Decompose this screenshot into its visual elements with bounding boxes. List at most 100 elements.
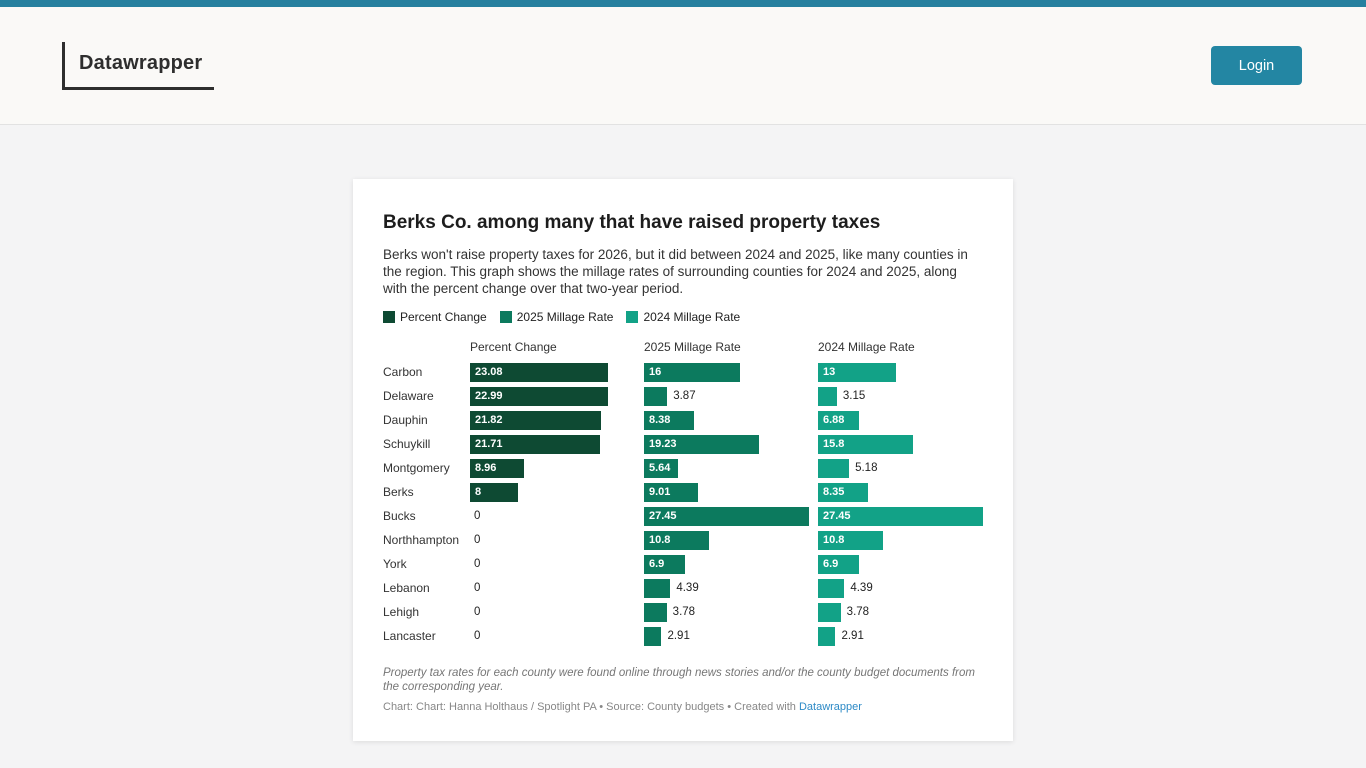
bar-cell: 5.64 bbox=[644, 458, 818, 478]
bar-cell: 6.9 bbox=[818, 554, 983, 574]
bar-cell: 6.88 bbox=[818, 410, 983, 430]
bar: 8.38 bbox=[644, 410, 695, 430]
bar: 21.82 bbox=[470, 410, 601, 430]
bar-cell: 22.99 bbox=[470, 386, 644, 406]
site-header: Datawrapper Login bbox=[0, 7, 1366, 125]
bar-value-label: 2.91 bbox=[841, 630, 864, 642]
bar-value-label: 8.96 bbox=[475, 462, 497, 474]
bar-cell: 3.78 bbox=[644, 602, 818, 622]
bar-cell: 3.78 bbox=[818, 602, 983, 622]
chart-card: Berks Co. among many that have raised pr… bbox=[353, 179, 1013, 741]
bar-value-label: 19.23 bbox=[649, 438, 677, 450]
chart-row: Schuykill 21.71 19.23 15.8 bbox=[383, 432, 983, 456]
bar: 21.71 bbox=[470, 434, 601, 454]
bar-cell: 13 bbox=[818, 362, 983, 382]
chart-row: Dauphin 21.82 8.38 6.88 bbox=[383, 408, 983, 432]
bar: 23.08 bbox=[470, 362, 609, 382]
bar-chart: Percent Change 2025 Millage Rate 2024 Mill… bbox=[383, 336, 983, 648]
bar bbox=[818, 626, 836, 646]
bar-value-label: 3.78 bbox=[846, 606, 870, 618]
bar-value-label: 8 bbox=[475, 486, 482, 498]
bar-cell: 5.18 bbox=[818, 458, 983, 478]
bar-value-label: 0 bbox=[474, 534, 481, 546]
legend-item: 2025 Millage Rate bbox=[499, 310, 613, 324]
chart-row: Bucks 0 27.45 27.45 bbox=[383, 504, 983, 528]
county-label: Dauphin bbox=[383, 413, 428, 427]
legend-label: Percent Change bbox=[400, 310, 487, 324]
bar-cell: 0 bbox=[470, 627, 644, 646]
bar-value-label: 6.9 bbox=[649, 558, 665, 570]
bar bbox=[818, 602, 841, 622]
bar-value-label: 10.8 bbox=[823, 534, 845, 546]
county-label: Montgomery bbox=[383, 461, 450, 475]
county-label: Lebanon bbox=[383, 581, 430, 595]
bar-value-label: 6.9 bbox=[823, 558, 839, 570]
bar bbox=[644, 626, 662, 646]
page-body: Berks Co. among many that have raised pr… bbox=[0, 125, 1366, 741]
bar-cell: 19.23 bbox=[644, 434, 818, 454]
county-label: Berks bbox=[383, 485, 414, 499]
bar-cell: 4.39 bbox=[818, 578, 983, 598]
bar-cell: 0 bbox=[470, 507, 644, 526]
chart-attribution: Chart: Chart: Hanna Holthaus / Spotlight… bbox=[383, 701, 983, 713]
chart-footnote: Property tax rates for each county were … bbox=[383, 667, 975, 693]
chart-row: Montgomery 8.96 5.64 5.18 bbox=[383, 456, 983, 480]
bar-value-label: 10.8 bbox=[649, 534, 671, 546]
bar-cell: 21.82 bbox=[470, 410, 644, 430]
bar bbox=[644, 578, 671, 598]
county-label: Delaware bbox=[383, 389, 434, 403]
bar: 27.45 bbox=[818, 506, 983, 526]
bar-cell: 16 bbox=[644, 362, 818, 382]
county-label: York bbox=[383, 557, 407, 571]
bar: 8.96 bbox=[470, 458, 524, 478]
bar-cell: 0 bbox=[470, 579, 644, 598]
bar-cell: 8.35 bbox=[818, 482, 983, 502]
bar-cell: 8.96 bbox=[470, 458, 644, 478]
bar-value-label: 4.39 bbox=[850, 582, 873, 594]
attribution-text: Chart: Chart: Hanna Holthaus / Spotlight… bbox=[383, 701, 799, 713]
bar: 6.88 bbox=[818, 410, 860, 430]
bar-value-label: 3.15 bbox=[842, 390, 866, 402]
chart-rows: Carbon 23.08 16 13 Delaware 22.99 3.87 3.15 Daup… bbox=[383, 360, 983, 648]
legend-swatch bbox=[626, 311, 639, 323]
login-button[interactable]: Login bbox=[1211, 46, 1302, 85]
legend-swatch bbox=[383, 311, 395, 323]
bar-value-label: 0 bbox=[474, 558, 481, 570]
bar: 10.8 bbox=[644, 530, 709, 550]
bar-value-label: 21.82 bbox=[475, 414, 503, 426]
county-label: Bucks bbox=[383, 509, 416, 523]
bar-value-label: 5.64 bbox=[649, 462, 671, 474]
bar-cell: 27.45 bbox=[644, 506, 818, 526]
bar-cell: 8 bbox=[470, 482, 644, 502]
bar: 6.9 bbox=[644, 554, 686, 574]
bar-value-label: 0 bbox=[474, 606, 481, 618]
bar-value-label: 3.87 bbox=[673, 390, 696, 402]
column-header: 2025 Millage Rate bbox=[644, 340, 741, 354]
datawrapper-link[interactable]: Datawrapper bbox=[798, 701, 862, 713]
bar-cell: 2.91 bbox=[818, 626, 983, 646]
bar bbox=[818, 386, 837, 406]
legend-swatch bbox=[499, 311, 512, 323]
chart-row: Delaware 22.99 3.87 3.15 bbox=[383, 384, 983, 408]
bar-cell: 2.91 bbox=[644, 626, 818, 646]
top-accent-bar bbox=[0, 0, 1366, 7]
bar-cell: 21.71 bbox=[470, 434, 644, 454]
bar-cell: 0 bbox=[470, 555, 644, 574]
bar: 5.64 bbox=[644, 458, 678, 478]
chart-row: York 0 6.9 6.9 bbox=[383, 552, 983, 576]
bar-value-label: 8.35 bbox=[823, 486, 845, 498]
county-label: Carbon bbox=[383, 365, 423, 379]
column-header: Percent Change bbox=[470, 340, 557, 354]
bar-cell: 8.38 bbox=[644, 410, 818, 430]
datawrapper-logo[interactable]: Datawrapper bbox=[62, 41, 215, 90]
bar-cell: 23.08 bbox=[470, 362, 644, 382]
county-label: Schuykill bbox=[383, 437, 431, 451]
bar-value-label: 16 bbox=[649, 366, 662, 378]
chart-title: Berks Co. among many that have raised pr… bbox=[383, 212, 881, 233]
column-header: 2024 Millage Rate bbox=[818, 340, 915, 354]
bar-cell: 0 bbox=[470, 603, 644, 622]
bar-cell: 0 bbox=[470, 531, 644, 550]
chart-row: Berks 8 9.01 8.35 bbox=[383, 480, 983, 504]
bar: 22.99 bbox=[470, 386, 608, 406]
bar: 8 bbox=[470, 482, 518, 502]
